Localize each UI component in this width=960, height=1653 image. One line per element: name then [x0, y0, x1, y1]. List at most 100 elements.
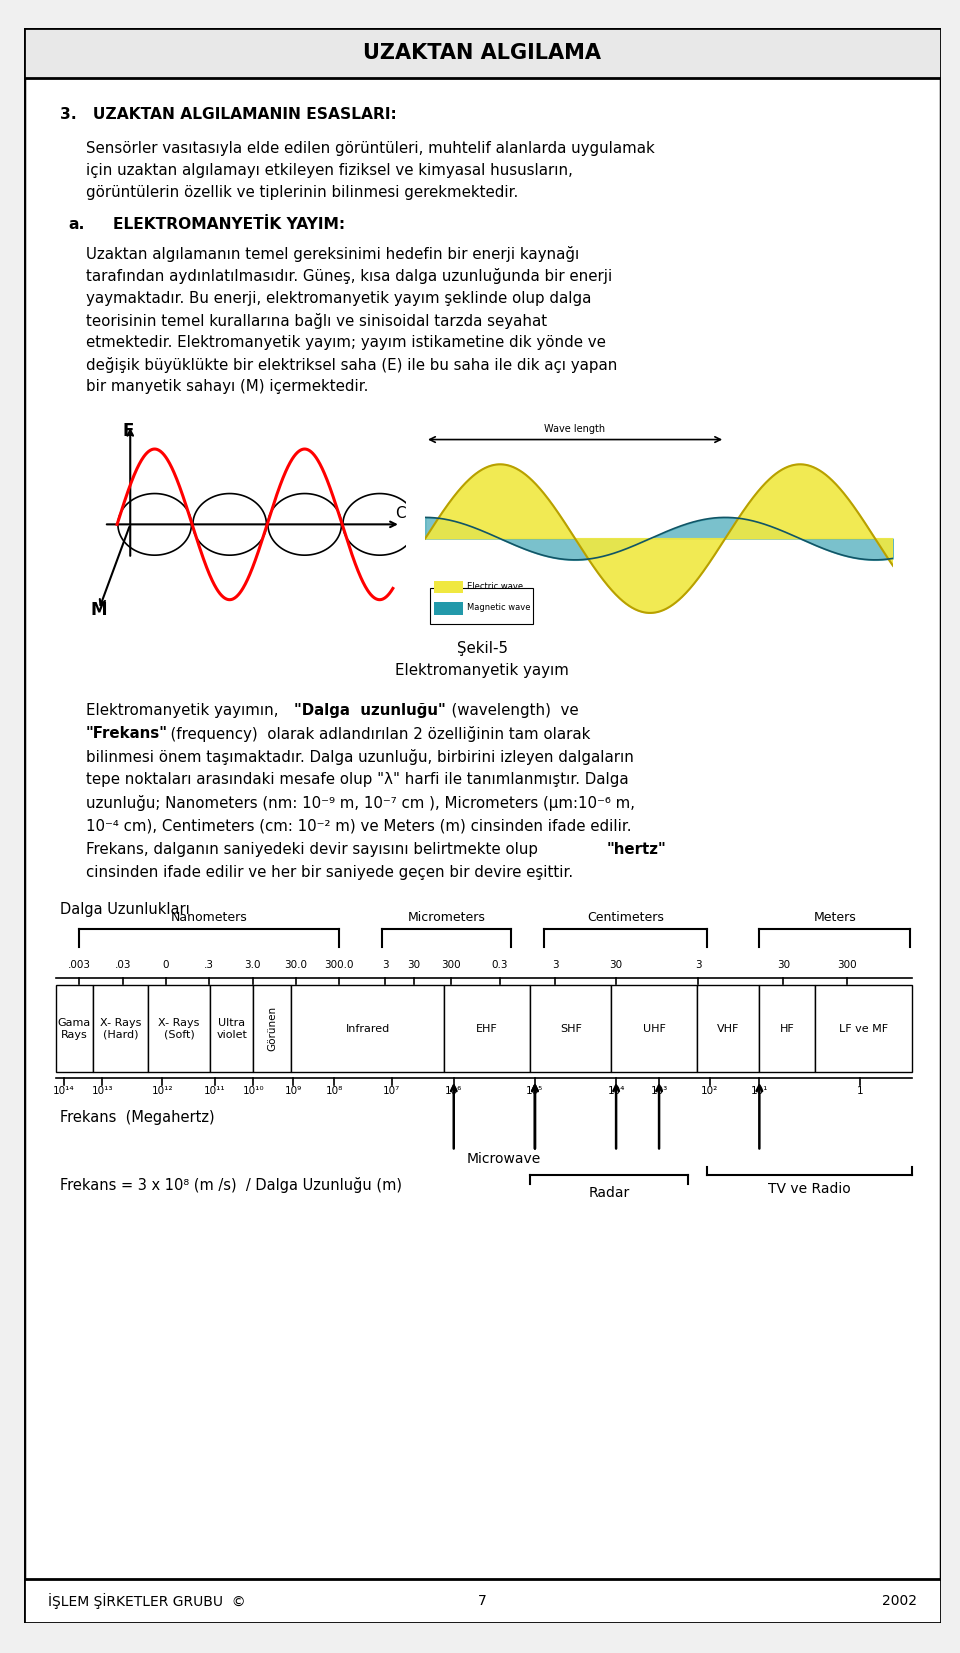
Bar [435, 582, 463, 593]
Text: için uzaktan algılamayı etkileyen fiziksel ve kimyasal hususların,: için uzaktan algılamayı etkileyen fiziks… [86, 164, 573, 179]
Text: Infrared: Infrared [346, 1023, 390, 1033]
Text: 3: 3 [552, 960, 559, 970]
Text: Electric wave: Electric wave [468, 582, 523, 590]
Text: (frequency)  olarak adlandırılan 2 özelliğinin tam olarak: (frequency) olarak adlandırılan 2 özelli… [160, 726, 590, 742]
Text: SHF: SHF [560, 1023, 582, 1033]
Bar [24, 28, 941, 78]
Text: 3.0: 3.0 [244, 960, 261, 970]
Text: 10¹⁴: 10¹⁴ [54, 1086, 75, 1096]
Text: etmektedir. Elektromanyetik yayım; yayım istikametine dik yönde ve: etmektedir. Elektromanyetik yayım; yayım… [86, 336, 606, 350]
Text: "hertz": "hertz" [607, 841, 666, 856]
Text: Micrometers: Micrometers [408, 911, 486, 924]
Text: tarafından aydınlatılmasıdır. Güneş, kısa dalga uzunluğunda bir enerji: tarafından aydınlatılmasıdır. Güneş, kıs… [86, 268, 612, 284]
Bar [430, 588, 533, 623]
Text: bir manyetik sahayı (M) içermektedir.: bir manyetik sahayı (M) içermektedir. [86, 379, 369, 395]
Text: 10¹⁰: 10¹⁰ [242, 1086, 264, 1096]
Bar [253, 985, 292, 1073]
Text: Dalga Uzunlukları: Dalga Uzunlukları [60, 903, 190, 917]
Text: 10⁸: 10⁸ [325, 1086, 343, 1096]
Text: 10⁴: 10⁴ [608, 1086, 625, 1096]
Text: "Frekans": "Frekans" [86, 726, 168, 741]
Text: Sensörler vasıtasıyla elde edilen görüntüleri, muhtelif alanlarda uygulamak: Sensörler vasıtasıyla elde edilen görünt… [86, 141, 655, 155]
Text: Centimeters: Centimeters [588, 911, 664, 924]
Bar [56, 985, 93, 1073]
Text: Wave length: Wave length [544, 423, 606, 433]
Text: 300: 300 [441, 960, 461, 970]
Text: Radar: Radar [588, 1187, 630, 1200]
Text: 10³: 10³ [651, 1086, 668, 1096]
Text: görüntülerin özellik ve tiplerinin bilinmesi gerekmektedir.: görüntülerin özellik ve tiplerinin bilin… [86, 185, 518, 200]
Text: 10¹²: 10¹² [152, 1086, 173, 1096]
Text: 3: 3 [382, 960, 388, 970]
Text: 10²: 10² [701, 1086, 718, 1096]
Text: teorisinin temel kurallarına bağlı ve sinisoidal tarzda seyahat: teorisinin temel kurallarına bağlı ve si… [86, 312, 547, 329]
Text: Frekans = 3 x 10⁸ (m /s)  / Dalga Uzunluğu (m): Frekans = 3 x 10⁸ (m /s) / Dalga Uzunluğ… [60, 1177, 402, 1193]
Text: 300: 300 [837, 960, 857, 970]
Text: 10⁵: 10⁵ [526, 1086, 543, 1096]
Text: 7: 7 [478, 1593, 487, 1608]
Text: 10⁷: 10⁷ [383, 1086, 400, 1096]
Text: VHF: VHF [717, 1023, 739, 1033]
Text: E: E [122, 422, 133, 440]
Text: HF: HF [780, 1023, 795, 1033]
Text: Uzaktan algılamanın temel gereksinimi hedefin bir enerji kaynağı: Uzaktan algılamanın temel gereksinimi he… [86, 246, 579, 263]
Text: Görünen: Görünen [267, 1007, 277, 1051]
Text: 2002: 2002 [882, 1593, 917, 1608]
Text: 10¹³: 10¹³ [91, 1086, 113, 1096]
Text: Ultra
violet: Ultra violet [216, 1018, 247, 1040]
Text: Magnetic wave: Magnetic wave [468, 603, 531, 612]
Text: 10⁶: 10⁶ [445, 1086, 463, 1096]
Text: 30: 30 [407, 960, 420, 970]
Text: tepe noktaları arasındaki mesafe olup "λ" harfi ile tanımlanmıştır. Dalga: tepe noktaları arasındaki mesafe olup "λ… [86, 772, 629, 787]
Text: .3: .3 [204, 960, 214, 970]
Bar [612, 985, 697, 1073]
Text: Elektromanyetik yayımın,: Elektromanyetik yayımın, [86, 703, 288, 717]
Text: EHF: EHF [476, 1023, 498, 1033]
Text: bilinmesi önem taşımaktadır. Dalga uzunluğu, birbirini izleyen dalgaların: bilinmesi önem taşımaktadır. Dalga uzunl… [86, 749, 634, 765]
Bar [435, 602, 463, 615]
Text: 10¹: 10¹ [751, 1086, 768, 1096]
Text: 3: 3 [695, 960, 702, 970]
Text: cinsinden ifade edilir ve her bir saniyede geçen bir devire eşittir.: cinsinden ifade edilir ve her bir saniye… [86, 865, 573, 879]
Bar [24, 1579, 941, 1623]
Text: 10¹¹: 10¹¹ [204, 1086, 226, 1096]
Text: 300.0: 300.0 [324, 960, 354, 970]
Bar [148, 985, 210, 1073]
Text: 30: 30 [610, 960, 623, 970]
Text: Meters: Meters [813, 911, 856, 924]
Text: uzunluğu; Nanometers (nm: 10⁻⁹ m, 10⁻⁷ cm ), Micrometers (μm:10⁻⁶ m,: uzunluğu; Nanometers (nm: 10⁻⁹ m, 10⁻⁷ c… [86, 795, 636, 812]
Bar [759, 985, 815, 1073]
Bar [292, 985, 444, 1073]
Text: .003: .003 [68, 960, 91, 970]
Bar [93, 985, 148, 1073]
Bar [210, 985, 253, 1073]
Text: a.: a. [68, 217, 84, 231]
Text: "Dalga  uzunluğu": "Dalga uzunluğu" [295, 703, 446, 717]
Bar [815, 985, 912, 1073]
Text: İŞLEM ŞİRKETLER GRUBU  ©: İŞLEM ŞİRKETLER GRUBU © [48, 1593, 246, 1608]
Text: 10⁹: 10⁹ [285, 1086, 302, 1096]
Text: 3.   UZAKTAN ALGILAMANIN ESASLARI:: 3. UZAKTAN ALGILAMANIN ESASLARI: [60, 107, 397, 122]
Text: yaymaktadır. Bu enerji, elektromanyetik yayım şeklinde olup dalga: yaymaktadır. Bu enerji, elektromanyetik … [86, 291, 591, 306]
Text: 0.3: 0.3 [492, 960, 508, 970]
Text: Microwave: Microwave [467, 1152, 541, 1167]
Text: Frekans, dalganın saniyedeki devir sayısını belirtmekte olup: Frekans, dalganın saniyedeki devir sayıs… [86, 841, 547, 856]
Text: X- Rays
(Hard): X- Rays (Hard) [100, 1018, 141, 1040]
Text: UZAKTAN ALGILAMA: UZAKTAN ALGILAMA [364, 43, 601, 63]
Text: UHF: UHF [643, 1023, 665, 1033]
Text: TV ve Radio: TV ve Radio [768, 1182, 851, 1197]
Text: C: C [396, 506, 406, 521]
Text: 0: 0 [163, 960, 169, 970]
Text: (wavelength)  ve: (wavelength) ve [443, 703, 579, 717]
Text: değişik büyüklükte bir elektriksel saha (E) ile bu saha ile dik açı yapan: değişik büyüklükte bir elektriksel saha … [86, 357, 617, 374]
Text: .03: .03 [114, 960, 131, 970]
Text: ELEKTROMANYETİK YAYIM:: ELEKTROMANYETİK YAYIM: [113, 217, 345, 231]
Bar [697, 985, 759, 1073]
Text: Nanometers: Nanometers [171, 911, 248, 924]
Bar [530, 985, 612, 1073]
Text: Elektromanyetik yayım: Elektromanyetik yayım [396, 663, 569, 678]
Text: 10⁻⁴ cm), Centimeters (cm: 10⁻² m) ve Meters (m) cinsinden ifade edilir.: 10⁻⁴ cm), Centimeters (cm: 10⁻² m) ve Me… [86, 818, 632, 833]
Text: 30: 30 [777, 960, 790, 970]
Text: M: M [91, 602, 108, 618]
Text: 1: 1 [856, 1086, 863, 1096]
